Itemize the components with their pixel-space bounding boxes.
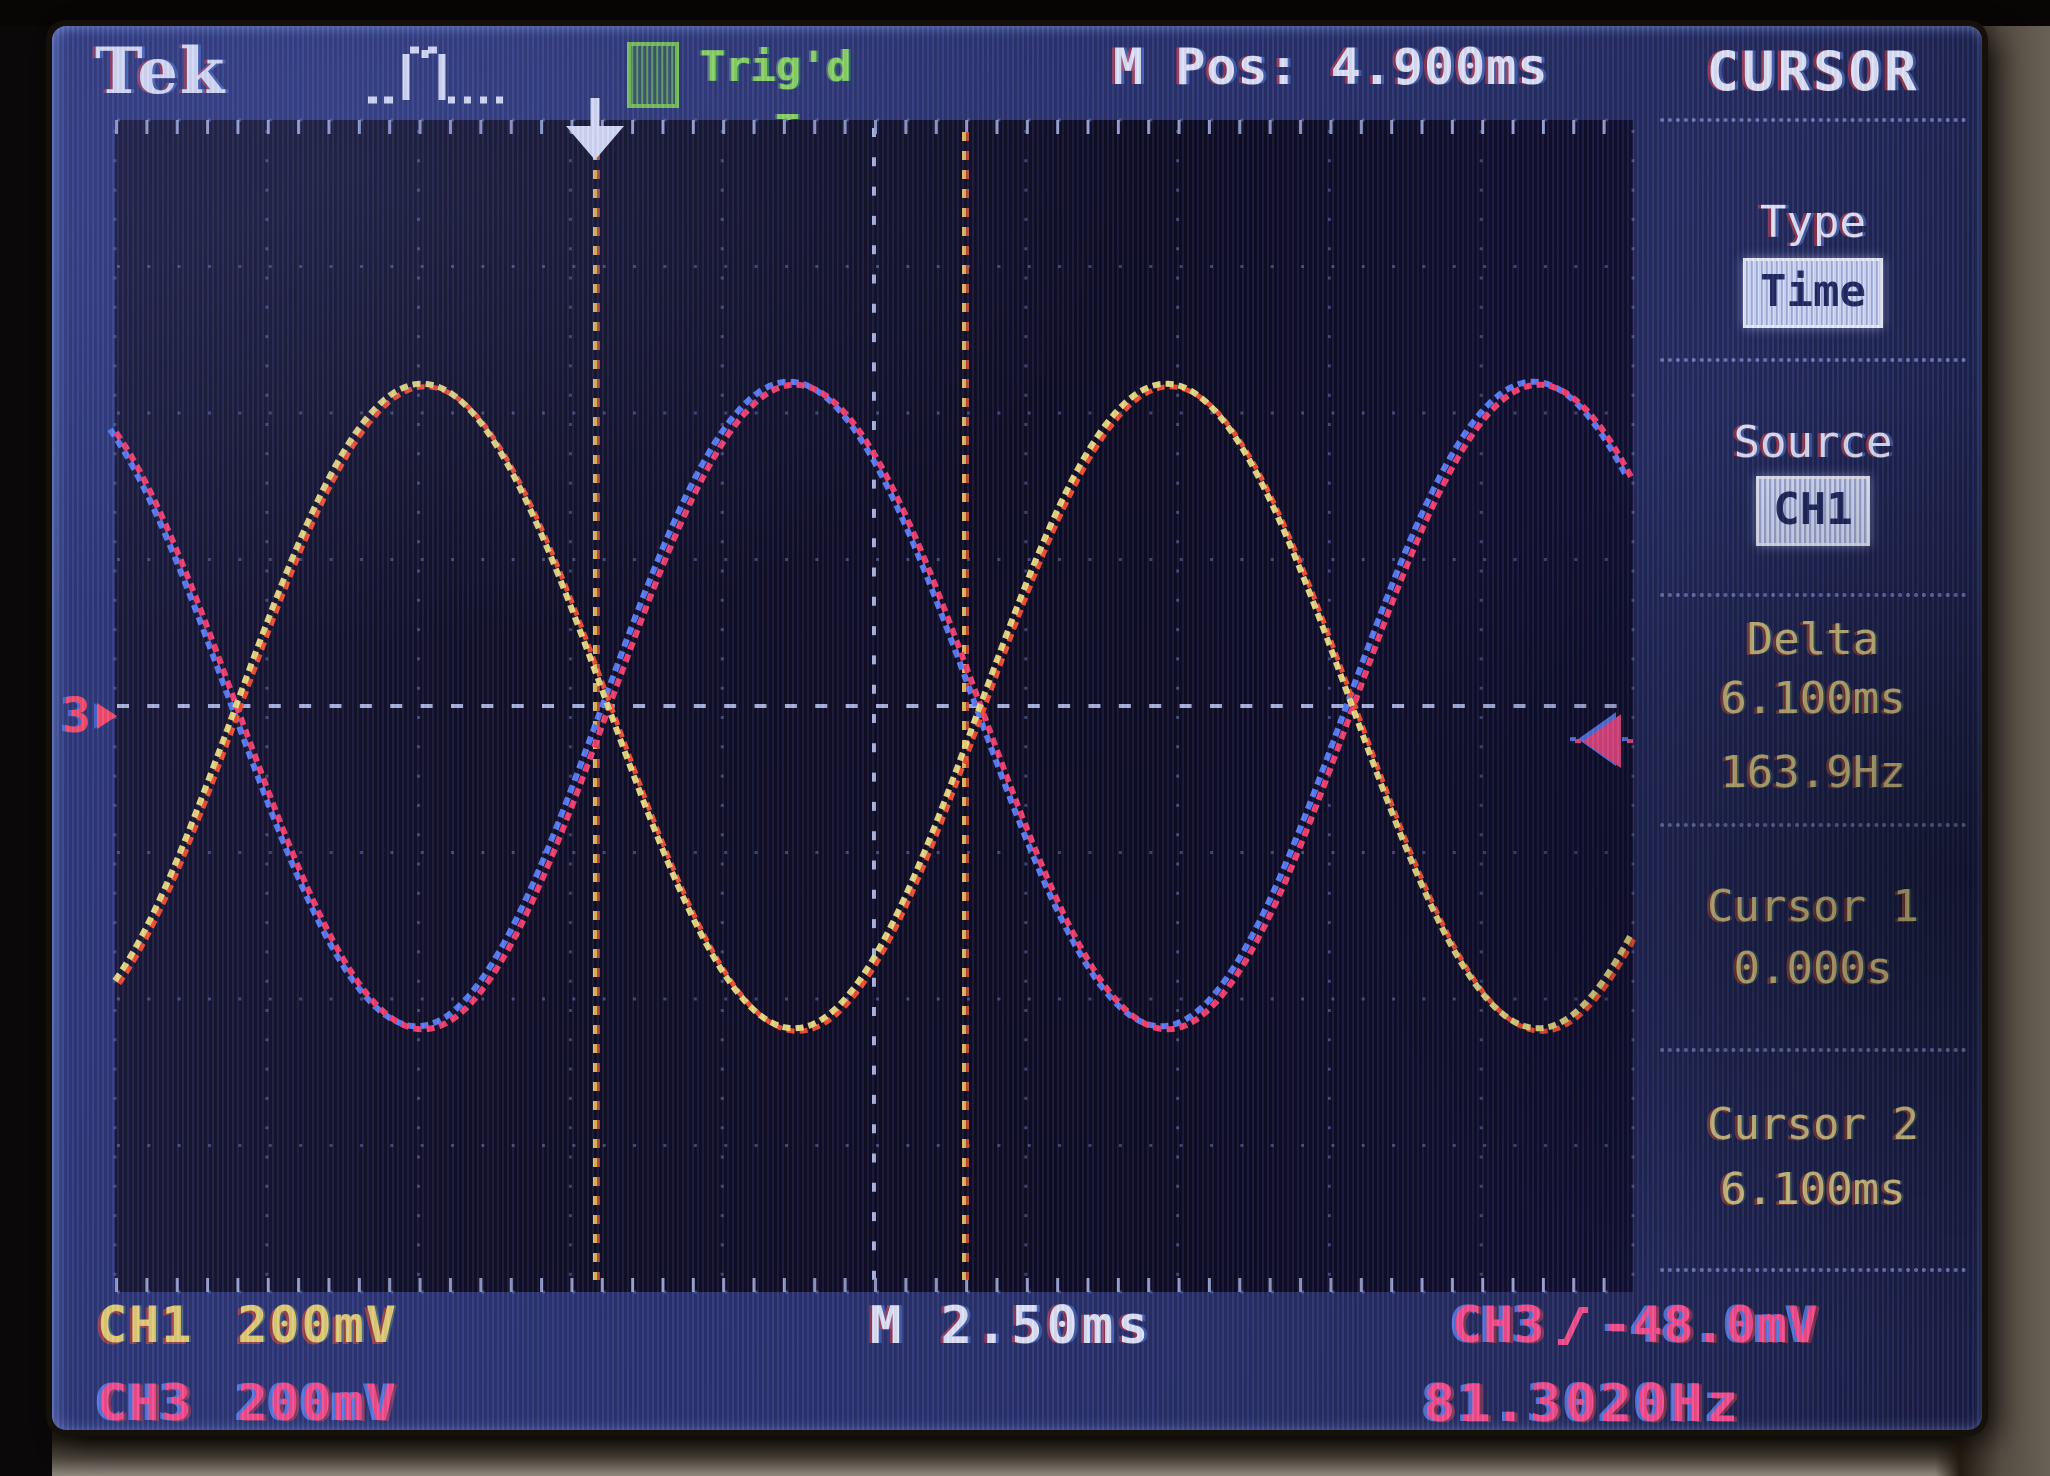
menu-separator [1660,593,1966,597]
ch3-scale: 200mV [237,1374,398,1430]
trigger-type-icon: T [627,42,800,153]
ch1-scale: 200mV [237,1296,398,1354]
trigger-source: CH3 [1452,1296,1546,1354]
menu-source-label: Source [1733,417,1893,468]
horizontal-position-readout: M Pos: 4.900ms [1113,38,1549,96]
menu-separator [1660,1048,1966,1052]
menu-separator [1660,118,1966,122]
trigger-status: Trig'd [700,42,852,91]
cursor2-value: 6.100ms [1720,1164,1906,1215]
menu-separator [1660,823,1966,827]
oscilloscope-screen: Tek T Trig'd M Pos: 4.900ms CURSOR 3 [52,26,1982,1430]
ch3-ground-marker-label: 3 [62,688,91,744]
trigger-level: -48.0mV [1601,1296,1820,1354]
menu-source-option[interactable]: CH1 [1652,476,1974,546]
delta-label: Delta [1746,614,1880,665]
timebase-readout: M 2.50ms [870,1296,1153,1356]
ch3-ground-marker: 3 [62,688,117,744]
menu-type-option[interactable]: Time [1652,258,1974,328]
ch1-scale-readout: CH1 200mV [97,1296,398,1354]
cursor1-label: Cursor 1 [1707,881,1919,932]
acquisition-mode-icon [368,46,504,104]
trigger-readout: CH3 -48.0mV [1452,1296,1819,1354]
waveform-display [107,98,1637,1294]
type-value-box[interactable]: Time [1743,258,1883,328]
delta-time-value: 6.100ms [1720,673,1906,724]
menu-type-label: Type [1760,197,1866,248]
delta-frequency-value: 163.9Hz [1720,747,1906,798]
menu-title: CURSOR [1706,40,1920,103]
source-value-box[interactable]: CH1 [1756,476,1870,546]
trigger-frequency-readout: 81.3020Hz [1424,1374,1742,1430]
right-arrow-icon [96,703,117,729]
cursor2-label: Cursor 2 [1707,1099,1919,1150]
menu-separator [1660,1268,1966,1272]
ch3-scale-readout: CH3 200mV [97,1374,398,1430]
ch1-label: CH1 [97,1296,194,1354]
rising-slope-icon [1558,1307,1589,1345]
menu-separator [1660,358,1966,362]
cursor1-value: 0.000s [1733,943,1893,994]
tek-logo: Tek [95,34,227,109]
ch3-label: CH3 [97,1374,194,1430]
waveform-plot [107,98,1637,1294]
